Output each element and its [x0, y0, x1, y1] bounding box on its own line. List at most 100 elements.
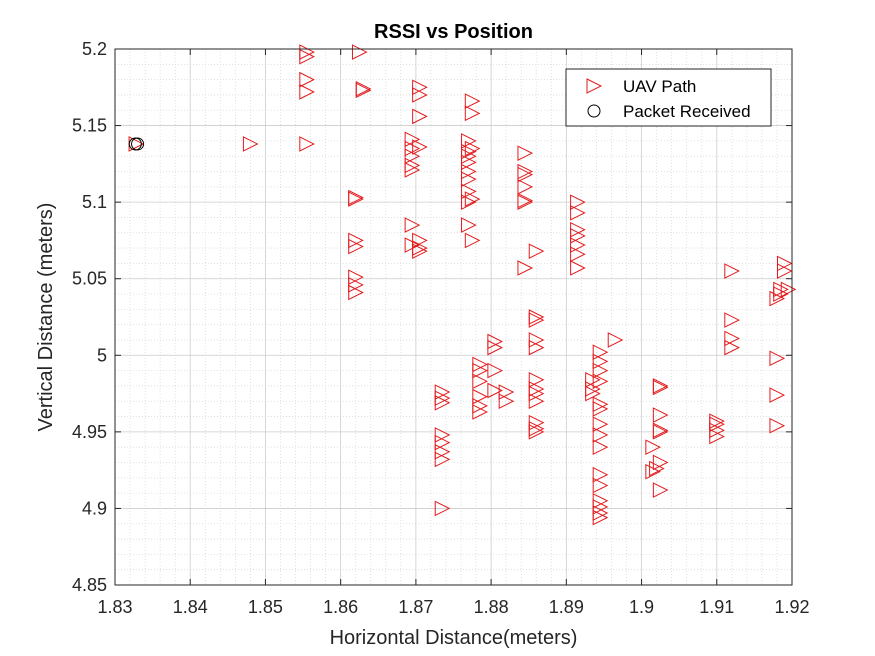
uav-path-point — [517, 166, 534, 183]
uav-path-point — [464, 93, 481, 109]
uav-path-point — [776, 263, 793, 279]
uav-path-point — [649, 460, 665, 477]
uav-path-point — [528, 385, 545, 402]
uav-path-point — [528, 312, 545, 328]
uav-path-point — [652, 407, 669, 423]
axis-ticks: 1.83 1.84 1.85 1.86 1.87 1.88 1.89 1.9 1.91 1.92 4… — [72, 39, 810, 617]
y-axis-label: Vertical Distance (meters) — [35, 203, 57, 432]
y-tick-label: 5 — [97, 345, 107, 365]
uav-path-point — [592, 427, 609, 443]
uav-path-point — [412, 232, 428, 249]
legend-label-uav-path: UAV Path — [623, 77, 696, 96]
uav-path-point — [570, 205, 586, 221]
uav-path-point — [461, 133, 477, 149]
uav-path-point — [592, 344, 609, 361]
uav-path-point — [434, 443, 451, 460]
uav-path-point — [404, 217, 421, 233]
uav-path-point — [645, 463, 661, 480]
uav-path-point — [461, 163, 477, 180]
x-tick-label: 1.86 — [323, 597, 358, 617]
uav-path-point — [464, 105, 481, 122]
uav-path-point — [528, 243, 545, 259]
uav-path-point — [769, 350, 786, 367]
x-tick-label: 1.88 — [474, 597, 509, 617]
uav-path-point — [348, 238, 364, 255]
uav-path-point — [570, 237, 586, 253]
uav-path-point — [592, 401, 609, 417]
uav-path-point — [592, 509, 609, 526]
y-tick-label: 5.2 — [82, 39, 107, 59]
uav-path-point — [404, 131, 421, 148]
uav-path-point — [472, 362, 488, 379]
y-tick-label: 5.05 — [72, 269, 107, 289]
uav-path-point — [472, 404, 488, 420]
uav-path-point — [724, 339, 740, 356]
uav-path-point — [528, 339, 545, 356]
uav-path-point — [592, 439, 609, 455]
x-tick-label: 1.89 — [549, 597, 584, 617]
uav-path-point — [348, 191, 364, 207]
uav-path-point — [724, 312, 740, 328]
uav-path-point — [528, 393, 545, 410]
uav-path-point — [348, 284, 364, 301]
uav-path-point — [461, 154, 477, 171]
uav-path-point — [434, 434, 451, 451]
uav-path-point — [645, 439, 661, 455]
uav-path-point — [412, 243, 428, 259]
uav-path-point — [724, 263, 740, 279]
uav-path-point — [592, 373, 609, 390]
y-tick-label: 5.1 — [82, 192, 107, 212]
legend-box — [565, 68, 772, 127]
y-tick-label: 4.95 — [72, 422, 107, 442]
uav-path-point — [769, 387, 786, 403]
uav-path-point — [709, 428, 725, 445]
uav-path-point — [498, 393, 515, 410]
uav-path-point — [434, 451, 451, 468]
legend: UAV Path Packet Received — [565, 68, 772, 127]
uav-path-point — [348, 277, 364, 293]
y-tick-label: 4.85 — [72, 575, 107, 595]
x-tick-label: 1.84 — [173, 597, 208, 617]
uav-path-point — [404, 148, 421, 165]
uav-path-point — [412, 79, 428, 96]
uav-path-point — [570, 194, 586, 210]
legend-marker-packet-received — [587, 104, 601, 118]
uav-path-point — [299, 136, 315, 152]
uav-path-point — [528, 424, 545, 440]
uav-path-point — [592, 477, 609, 494]
uav-path-point — [472, 388, 488, 405]
uav-path-point — [299, 71, 315, 88]
uav-path-point — [404, 140, 421, 157]
uav-path-point — [461, 217, 477, 233]
uav-path-point — [487, 339, 503, 356]
uav-path-point — [592, 362, 609, 379]
x-tick-label: 1.91 — [699, 597, 734, 617]
uav-path-point — [464, 191, 481, 207]
uav-path-point — [487, 382, 503, 399]
uav-path-point — [776, 255, 793, 272]
x-tick-label: 1.83 — [97, 597, 132, 617]
uav-path-point — [724, 330, 740, 347]
uav-path-point — [570, 260, 586, 276]
uav-path-point — [348, 269, 364, 285]
uav-path-point — [412, 108, 428, 125]
x-tick-label: 1.92 — [774, 597, 809, 617]
uav-path-point — [652, 424, 669, 440]
uav-path-point — [404, 237, 421, 253]
uav-path-point — [434, 394, 451, 411]
uav-path-point — [585, 371, 601, 388]
uav-path-point — [592, 466, 609, 483]
uav-path-point — [404, 162, 421, 178]
x-tick-label: 1.9 — [629, 597, 654, 617]
uav-path-point — [464, 140, 481, 157]
uav-path-point — [585, 385, 601, 402]
uav-path-point — [464, 232, 481, 249]
uav-path-point — [570, 246, 586, 263]
uav-path-point — [652, 482, 669, 498]
legend-label-packet-received: Packet Received — [623, 102, 751, 121]
uav-path-point — [652, 379, 669, 396]
uav-path-point — [607, 332, 624, 348]
packet-received-point — [131, 137, 145, 151]
uav-path-point — [517, 260, 534, 276]
